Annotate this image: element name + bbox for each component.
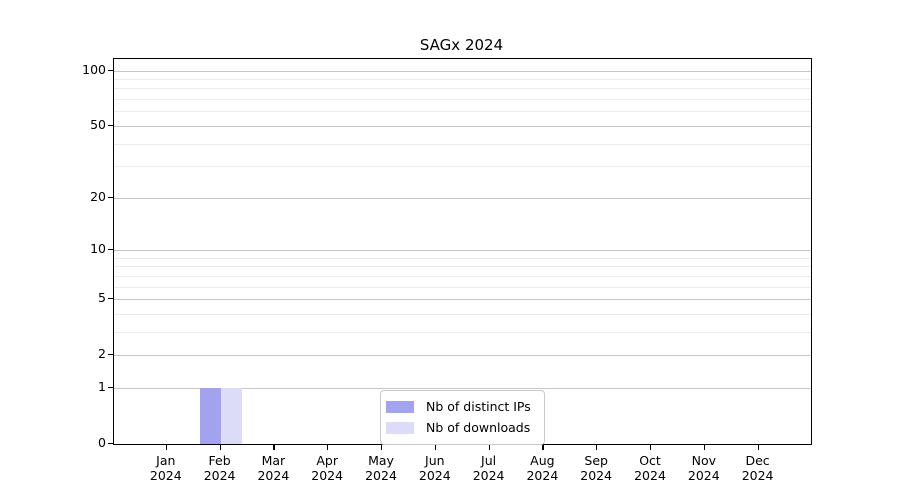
major-gridline	[114, 70, 811, 72]
minor-gridline	[114, 166, 811, 168]
major-gridline	[114, 249, 811, 251]
x-axis-tick-label: Oct 2024	[623, 453, 677, 483]
x-tick-month: Jun	[425, 453, 445, 468]
legend: Nb of distinct IPs Nb of downloads	[380, 390, 545, 445]
x-axis-tick-label: Feb 2024	[193, 453, 247, 483]
major-gridline	[114, 299, 811, 301]
x-axis-tick-label: May 2024	[354, 453, 408, 483]
y-axis-tick	[108, 443, 113, 445]
x-axis-tick	[703, 445, 705, 450]
x-axis-tick	[381, 445, 383, 450]
chart-title: SAGx 2024	[419, 36, 504, 54]
y-axis-tick	[108, 69, 113, 71]
x-axis-tick	[650, 445, 652, 450]
legend-item-distinct-ips: Nb of distinct IPs	[386, 396, 538, 417]
x-axis-tick-label: Jan 2024	[139, 453, 193, 483]
minor-gridline	[114, 257, 811, 259]
legend-swatch-distinct-ips-icon	[386, 400, 414, 413]
x-tick-year: 2024	[472, 468, 505, 483]
x-axis-tick-label: Jun 2024	[408, 453, 462, 483]
x-tick-month: Sep	[584, 453, 608, 468]
minor-gridline	[114, 88, 811, 90]
legend-item-downloads: Nb of downloads	[386, 417, 538, 438]
x-tick-year: 2024	[580, 468, 613, 483]
y-axis-tick-label: 50	[90, 116, 106, 132]
x-axis-tick-label: Dec 2024	[731, 453, 785, 483]
x-axis-tick-label: Apr 2024	[300, 453, 354, 483]
x-tick-year: 2024	[257, 468, 290, 483]
minor-gridline	[114, 286, 811, 288]
y-axis-tick	[108, 354, 113, 356]
x-tick-year: 2024	[526, 468, 559, 483]
y-axis-tick-label: 0	[98, 435, 106, 450]
x-tick-month: Aug	[530, 453, 555, 468]
minor-gridline	[114, 99, 811, 101]
minor-gridline	[114, 111, 811, 113]
x-axis-tick	[273, 445, 275, 450]
legend-swatch-downloads-icon	[386, 421, 414, 434]
minor-gridline	[114, 266, 811, 268]
x-axis-tick-label: Aug 2024	[515, 453, 569, 483]
y-axis-tick	[108, 248, 113, 251]
major-gridline	[114, 355, 811, 357]
y-axis-tick	[108, 196, 113, 198]
x-tick-year: 2024	[203, 468, 236, 483]
major-gridline	[114, 197, 811, 199]
x-axis-tick	[327, 445, 329, 450]
minor-gridline	[114, 143, 811, 145]
x-axis-tick	[434, 445, 436, 450]
major-gridline	[114, 387, 811, 389]
legend-label-downloads: Nb of downloads	[426, 420, 531, 435]
x-axis-tick-label: Mar 2024	[246, 453, 300, 483]
x-tick-month: Oct	[639, 453, 661, 468]
y-axis-tick-label: 20	[90, 188, 106, 204]
plot-area: Nb of distinct IPs Nb of downloads	[113, 58, 812, 445]
y-axis-tick-label: 100	[82, 61, 106, 77]
major-gridline	[114, 125, 811, 127]
x-axis-tick-label: Sep 2024	[569, 453, 623, 483]
legend-label-distinct-ips: Nb of distinct IPs	[426, 399, 531, 414]
x-tick-month: Apr	[316, 453, 338, 468]
x-tick-year: 2024	[741, 468, 774, 483]
minor-gridline	[114, 275, 811, 277]
x-tick-year: 2024	[418, 468, 451, 483]
y-axis-tick-label: 10	[90, 240, 106, 256]
y-axis-tick	[108, 386, 113, 389]
x-tick-month: Jan	[156, 453, 176, 468]
x-tick-year: 2024	[365, 468, 397, 483]
x-tick-year: 2024	[687, 468, 720, 483]
bar-distinct-ips	[199, 387, 221, 444]
y-axis-tick	[108, 298, 113, 300]
x-tick-month: Mar	[261, 453, 286, 468]
x-tick-month: Nov	[691, 453, 716, 468]
x-tick-month: Feb	[208, 453, 231, 468]
x-tick-year: 2024	[149, 468, 182, 483]
x-tick-month: Jul	[481, 453, 497, 468]
x-tick-month: May	[368, 453, 394, 468]
x-axis-tick	[165, 445, 167, 450]
y-axis-tick-label: 1	[98, 378, 106, 394]
x-axis-tick	[488, 445, 490, 450]
x-axis-tick-label: Jul 2024	[462, 453, 516, 483]
y-axis-tick-label: 2	[98, 346, 106, 362]
bar-downloads	[220, 387, 242, 444]
minor-gridline	[114, 331, 811, 333]
x-axis-tick	[219, 445, 221, 450]
y-axis-tick	[108, 124, 113, 127]
x-axis-tick	[542, 445, 544, 450]
x-tick-year: 2024	[634, 468, 666, 483]
y-axis-tick-label: 5	[98, 290, 106, 306]
x-axis-tick-label: Nov 2024	[677, 453, 731, 483]
minor-gridline	[114, 313, 811, 315]
x-tick-year: 2024	[311, 468, 344, 483]
x-axis-tick	[596, 445, 598, 450]
minor-gridline	[114, 79, 811, 81]
x-tick-month: Dec	[745, 453, 770, 468]
x-axis-tick	[757, 445, 759, 450]
